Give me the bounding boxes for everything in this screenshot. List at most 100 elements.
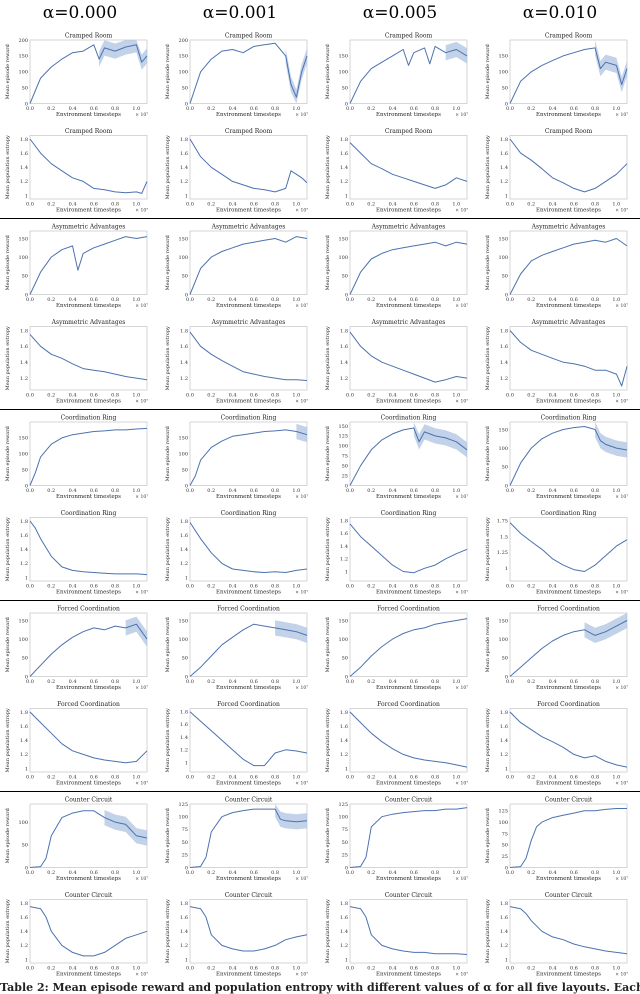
series-line — [509, 620, 628, 677]
x-tick-label: 0.6 — [410, 488, 418, 494]
plot-frame — [349, 135, 468, 200]
x-tick-label: 1.0 — [612, 870, 620, 876]
x-axis-multiplier: × 10⁷ — [135, 303, 148, 309]
y-tick-label: 0 — [185, 483, 188, 489]
y-tick-label: 50 — [22, 656, 28, 662]
x-tick-label: 0.4 — [229, 106, 237, 112]
plot-frame — [189, 899, 308, 964]
series-line — [349, 906, 468, 955]
x-tick-label: 0.6 — [250, 297, 258, 303]
x-tick-label: 0.0 — [346, 202, 354, 208]
x-tick-label: 0.6 — [410, 393, 418, 399]
y-axis-label: Mean episode reward — [325, 425, 331, 481]
x-tick-label: 0.4 — [549, 488, 557, 494]
y-axis-label: Mean population entropy — [5, 326, 11, 390]
y-tick-label: 1.6 — [20, 915, 28, 921]
y-tick-label: 1.4 — [20, 547, 28, 553]
y-tick-label: 1.6 — [20, 724, 28, 730]
y-tick-label: 1.6 — [500, 151, 508, 157]
x-tick-label: 0.0 — [186, 202, 194, 208]
y-tick-label: 100 — [178, 452, 188, 458]
variance-band — [104, 810, 147, 846]
x-axis-label: Environment timesteps — [536, 303, 601, 309]
y-axis-label: Mean episode reward — [5, 425, 11, 481]
x-tick-label: 0.8 — [111, 966, 119, 972]
y-axis-label: Mean population entropy — [165, 517, 171, 581]
x-tick-label: 0.6 — [90, 297, 98, 303]
y-tick-label: 1.4 — [180, 547, 188, 553]
x-tick-label: 0.4 — [69, 106, 77, 112]
x-axis-label: Environment timesteps — [56, 112, 121, 118]
series-line — [29, 810, 148, 868]
x-tick-label: 0.6 — [250, 393, 258, 399]
chart-panel: Counter Circuit Mean episode reward 0 25 50 7… — [325, 797, 468, 883]
plot-frame — [189, 39, 308, 104]
y-axis-label: Mean episode reward — [485, 807, 491, 863]
y-tick-label: 1 — [505, 566, 508, 572]
x-tick-label: 0.8 — [431, 775, 439, 781]
x-tick-label: 0.2 — [47, 393, 55, 399]
x-axis-multiplier: × 10⁷ — [615, 590, 628, 596]
x-tick-label: 0.6 — [410, 870, 418, 876]
x-tick-label: 0.0 — [506, 202, 514, 208]
series-line — [349, 331, 468, 383]
y-tick-label: 1.6 — [180, 722, 188, 728]
x-tick-label: 0.2 — [527, 775, 535, 781]
x-tick-label: 0.4 — [69, 870, 77, 876]
y-tick-label: 1.2 — [20, 179, 28, 185]
x-axis-label: Environment timesteps — [536, 685, 601, 691]
x-tick-label: 0.0 — [186, 775, 194, 781]
y-tick-label: 100 — [498, 820, 508, 826]
y-axis-label: Mean episode reward — [165, 807, 171, 863]
chart-title: Coordination Ring — [541, 415, 597, 422]
plot-frame — [29, 326, 148, 391]
y-tick-label: 1.6 — [20, 344, 28, 350]
x-tick-label: 0.8 — [111, 202, 119, 208]
x-tick-label: 1.0 — [612, 297, 620, 303]
x-tick-label: 1.0 — [132, 393, 140, 399]
y-tick-label: 1.4 — [20, 360, 28, 366]
x-tick-label: 0.4 — [389, 775, 397, 781]
x-tick-label: 0.0 — [26, 870, 34, 876]
y-tick-label: 150 — [498, 618, 508, 624]
x-tick-label: 1.0 — [612, 488, 620, 494]
y-tick-label: 0 — [505, 865, 508, 871]
y-tick-label: 0 — [345, 101, 348, 107]
y-tick-label: 1.8 — [340, 328, 348, 334]
x-tick-label: 0.8 — [591, 584, 599, 590]
variance-band — [584, 613, 627, 643]
x-axis-label: Environment timesteps — [376, 972, 441, 978]
y-tick-label: 0 — [25, 674, 28, 680]
x-tick-label: 0.2 — [367, 297, 375, 303]
y-tick-label: 0 — [25, 101, 28, 107]
x-tick-label: 0.8 — [271, 775, 279, 781]
series-line — [29, 334, 148, 381]
y-tick-label: 100 — [498, 637, 508, 643]
x-tick-label: 0.2 — [47, 106, 55, 112]
layout-separator — [0, 791, 640, 792]
x-tick-label: 0.0 — [346, 870, 354, 876]
chart-panel: Cramped Room Mean episode reward 0 50 100 150… — [5, 33, 148, 119]
y-tick-label: 1.8 — [20, 137, 28, 143]
chart-title: Counter Circuit — [225, 892, 273, 899]
x-tick-label: 0.2 — [207, 202, 215, 208]
x-tick-label: 1.0 — [612, 106, 620, 112]
x-tick-label: 0.6 — [90, 775, 98, 781]
x-tick-label: 0.4 — [229, 488, 237, 494]
y-tick-label: 150 — [178, 618, 188, 624]
x-tick-label: 0.2 — [367, 584, 375, 590]
x-tick-label: 1.0 — [292, 393, 300, 399]
x-tick-label: 1.0 — [132, 297, 140, 303]
chart-panel: Coordination Ring Mean population entropy… — [325, 510, 468, 596]
series-line — [189, 236, 308, 295]
series-line — [189, 138, 308, 193]
plot-frame — [509, 39, 628, 104]
x-axis-label: Environment timesteps — [376, 399, 441, 405]
x-tick-label: 0.8 — [271, 297, 279, 303]
y-tick-label: 1.4 — [180, 360, 188, 366]
x-tick-label: 0.4 — [69, 202, 77, 208]
y-axis-label: Mean episode reward — [485, 425, 491, 481]
x-tick-label: 0.0 — [346, 679, 354, 685]
y-tick-label: 1 — [185, 957, 188, 963]
chart-title: Cramped Room — [385, 33, 433, 40]
